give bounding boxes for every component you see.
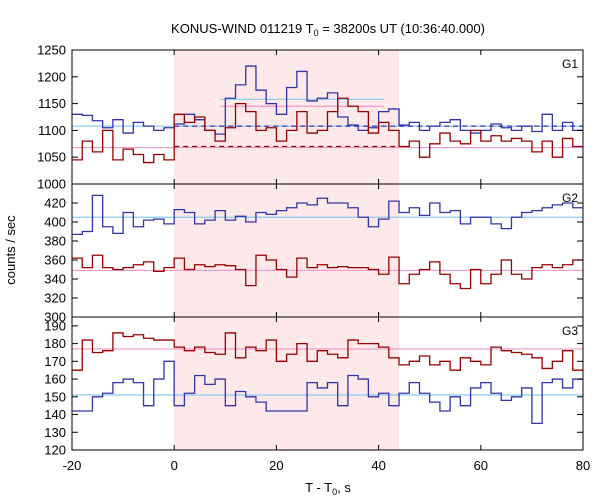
y-tick-label: 360 <box>44 253 66 268</box>
panel-g3 <box>71 316 584 451</box>
y-tick-label: 150 <box>44 389 66 404</box>
y-tick-label: 1100 <box>38 123 66 138</box>
x-tick-label: 20 <box>269 458 283 473</box>
series-line-g3-2 <box>72 360 583 425</box>
y-tick-label: 170 <box>44 354 66 369</box>
chart-title: KONUS-WIND 011219 T0 = 38200s UT (10:36:… <box>171 21 485 38</box>
y-tick-label: 380 <box>44 234 66 249</box>
series-line-g2-1 <box>72 194 583 235</box>
y-tick-label: 300 <box>44 310 66 325</box>
panel-frame <box>71 316 584 451</box>
y-tick-label: 1150 <box>38 96 66 111</box>
highlight-interval <box>174 50 400 450</box>
y-tick-label: 400 <box>44 215 66 230</box>
panel-g1 <box>71 49 584 185</box>
panel-label: G2 <box>562 191 578 205</box>
panel-label: G1 <box>562 57 578 71</box>
x-tick-label: -20 <box>63 458 82 473</box>
panel-label: G3 <box>562 324 578 338</box>
x-tick-label: 60 <box>474 458 488 473</box>
series-line-g2-2 <box>72 254 583 290</box>
y-tick-label: 160 <box>44 372 66 387</box>
y-tick-label: 190 <box>44 318 66 333</box>
y-tick-label: 1050 <box>37 150 66 165</box>
x-tick-label: 80 <box>576 458 590 473</box>
series-line-g3-1 <box>72 332 583 371</box>
x-axis-label: T - T0, s <box>305 480 351 497</box>
plot-area: 100010501100115012001250G130032034036038… <box>37 43 590 474</box>
y-tick-label: 340 <box>44 272 66 287</box>
x-tick-label: 0 <box>171 458 178 473</box>
y-tick-label: 1200 <box>37 69 66 84</box>
x-tick-label: 40 <box>371 458 385 473</box>
y-tick-label: 1000 <box>37 177 66 192</box>
y-axis-label: counts / sec <box>3 215 18 285</box>
y-tick-label: 1250 <box>37 43 66 58</box>
y-tick-label: 130 <box>44 425 66 440</box>
y-tick-label: 140 <box>44 407 66 422</box>
y-tick-label: 120 <box>44 443 66 458</box>
series-line-g1-2 <box>72 97 583 164</box>
y-tick-label: 180 <box>44 336 66 351</box>
series-line-g1-1 <box>72 65 583 135</box>
y-tick-label: 420 <box>44 196 66 211</box>
y-tick-label: 320 <box>44 291 66 306</box>
